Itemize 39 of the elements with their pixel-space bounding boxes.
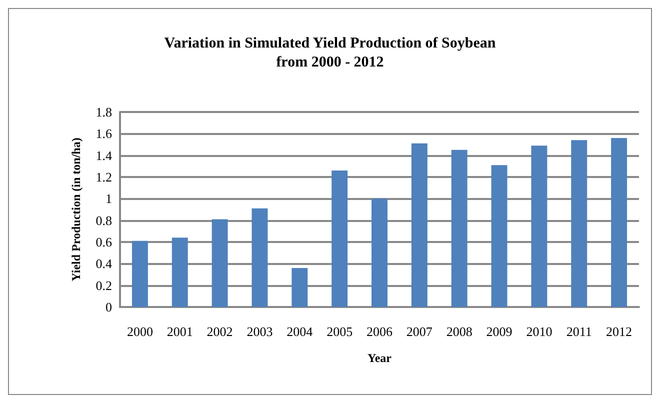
bar [531,146,548,307]
bar [332,170,348,307]
x-tick-label: 2007 [406,324,433,339]
y-tick-label: 0.8 [96,212,112,228]
bar [212,219,228,307]
x-tick-label: 2012 [606,324,632,339]
x-tick-label: 2004 [286,324,314,339]
bar [571,140,588,307]
y-tick-label: 0.2 [96,278,112,293]
y-tick-label: 1.4 [96,148,112,163]
x-tick-label: 2009 [486,324,512,339]
x-tick-label: 2008 [446,324,472,339]
y-tick-label: 0.4 [96,256,112,272]
bar [252,208,268,307]
bar [491,165,508,307]
bar [611,138,628,307]
bar [372,198,388,307]
bar [451,150,468,307]
x-tick-label: 2005 [326,324,353,339]
y-axis-title: Yield Production (in ton/ha) [69,138,83,282]
y-tick-label: 1 [106,191,112,206]
bar [132,240,148,307]
x-tick-label: 2011 [566,324,592,339]
x-tick-label: 2002 [206,324,233,339]
y-tick-label: 0.6 [96,234,112,250]
y-tick-label: 0 [106,300,112,314]
bar [172,238,188,307]
x-tick-label: 2000 [126,324,153,339]
x-tick-label: 2003 [246,324,273,339]
x-tick-label: 2006 [366,324,393,339]
bar [292,268,308,307]
chart-title: Variation in Simulated Yield Production of Soybean from 2000 - 2012 [164,36,496,70]
y-tick-label: 1.8 [96,104,112,120]
y-tick-label: 1.6 [96,126,112,142]
x-tick-label: 2001 [166,324,193,339]
y-tick-label: 1.2 [96,170,112,184]
bar [411,143,428,307]
x-axis-title: Year [368,351,392,365]
x-tick-label: 2010 [526,324,552,339]
